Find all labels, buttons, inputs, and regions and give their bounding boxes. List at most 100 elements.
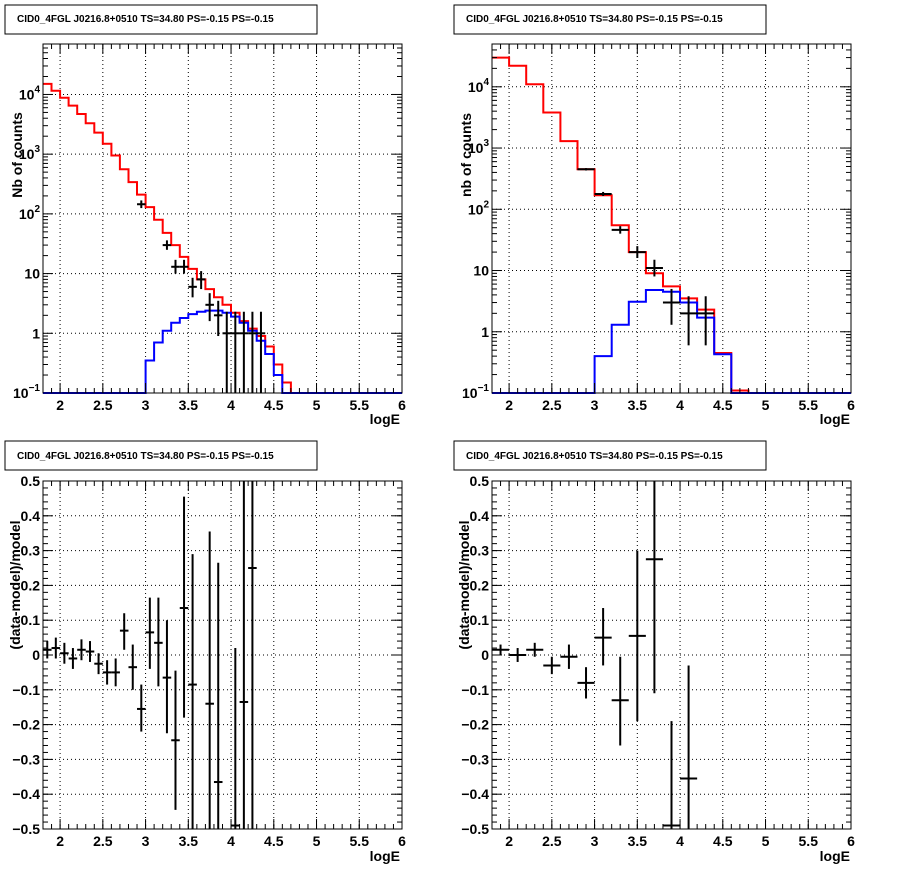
- x-tick-label: 3.5: [179, 397, 199, 413]
- y-tick-label: 10−1: [462, 383, 489, 401]
- y-tick-label: 1: [32, 325, 40, 341]
- y-tick-label: 102: [468, 199, 490, 217]
- x-axis-label: logE: [820, 848, 850, 864]
- data-point: [77, 639, 86, 661]
- data-point: [248, 311, 257, 393]
- data-point: [248, 481, 257, 829]
- data-point: [543, 656, 561, 675]
- panel-residual-right: CID0_4FGL J0216.8+0510 TS=34.80 PS=-0.15…: [453, 440, 855, 864]
- y-tick-label: 0.4: [21, 508, 41, 524]
- y-tick-label: 10: [24, 266, 40, 282]
- data-point: [205, 293, 214, 322]
- y-tick-label: 0.4: [470, 508, 490, 524]
- data-point: [662, 721, 681, 829]
- x-tick-label: 3: [142, 397, 150, 413]
- data-point: [68, 648, 78, 669]
- plot-frame: [42, 43, 403, 394]
- data-point: [171, 670, 180, 810]
- y-tick-label: −0.5: [461, 821, 489, 837]
- x-tick-label: 3: [591, 833, 599, 849]
- data-point: [256, 311, 266, 393]
- y-tick-label: 10−1: [13, 383, 40, 401]
- chart-title: CID0_4FGL J0216.8+0510 TS=34.80 PS=-0.15…: [17, 451, 274, 462]
- data-point: [128, 644, 138, 690]
- data-point: [697, 296, 715, 346]
- data-point: [43, 641, 52, 659]
- y-tick-label: 0.3: [21, 543, 41, 559]
- data-point: [51, 637, 61, 659]
- y-axis-label: (data-model)/model: [7, 520, 23, 649]
- data-point: [188, 277, 197, 298]
- title-box: [4, 440, 318, 471]
- plot-frame: [42, 480, 403, 830]
- data-point: [154, 597, 163, 687]
- data-point: [222, 311, 232, 393]
- data-point: [577, 168, 595, 171]
- data-point: [231, 311, 240, 393]
- data-point: [205, 531, 214, 829]
- y-tick-label: 1: [481, 324, 489, 340]
- data-point: [680, 665, 698, 829]
- panel-counts-left: CID0_4FGL J0216.8+0510 TS=34.80 PS=-0.15…: [4, 4, 406, 427]
- x-axis-label: logE: [820, 411, 850, 427]
- plot-frame: [491, 43, 852, 394]
- title-box: [453, 4, 767, 35]
- x-tick-label: 4.5: [713, 397, 733, 413]
- x-tick-label: 4: [227, 833, 235, 849]
- x-tick-label: 4: [676, 833, 684, 849]
- y-tick-label: −0.4: [12, 786, 40, 802]
- x-tick-label: 5.5: [350, 397, 370, 413]
- x-tick-label: 4.5: [713, 833, 733, 849]
- data-point: [492, 644, 510, 655]
- y-tick-label: 0.5: [470, 473, 490, 489]
- data-point: [594, 608, 612, 666]
- chart-title: CID0_4FGL J0216.8+0510 TS=34.80 PS=-0.15…: [466, 451, 723, 462]
- x-tick-label: 5.5: [799, 833, 819, 849]
- data-point: [509, 648, 527, 662]
- data-point: [213, 300, 223, 337]
- x-tick-label: 4.5: [264, 397, 284, 413]
- x-axis-label: logE: [370, 411, 400, 427]
- data-point: [213, 562, 223, 829]
- data-point: [611, 656, 629, 746]
- x-tick-label: 2.5: [93, 397, 113, 413]
- x-tick-label: 3.5: [628, 833, 648, 849]
- y-tick-label: 0.1: [470, 612, 490, 628]
- y-tick-label: −0.1: [12, 682, 40, 698]
- x-tick-label: 4: [676, 397, 684, 413]
- data-point: [119, 613, 129, 650]
- x-tick-label: 2.5: [93, 833, 113, 849]
- title-box: [4, 4, 318, 35]
- y-tick-label: 10: [473, 263, 489, 279]
- y-tick-label: 0.5: [21, 473, 41, 489]
- y-tick-label: 102: [19, 204, 41, 222]
- data-point: [231, 648, 240, 829]
- y-tick-label: 104: [19, 84, 41, 102]
- x-tick-label: 2: [56, 833, 64, 849]
- data-point: [239, 311, 249, 393]
- y-tick-label: 0.1: [21, 612, 41, 628]
- data-point: [526, 642, 544, 657]
- data-point: [628, 550, 646, 722]
- data-point: [102, 660, 112, 685]
- chart-title: CID0_4FGL J0216.8+0510 TS=34.80 PS=-0.15…: [466, 14, 723, 25]
- model-source-histogram: [43, 309, 402, 394]
- y-tick-label: 0: [481, 647, 489, 663]
- data-point: [137, 200, 146, 209]
- x-tick-label: 5.5: [799, 397, 819, 413]
- x-axis-label: logE: [370, 848, 400, 864]
- x-tick-label: 2: [505, 397, 513, 413]
- y-tick-label: 104: [468, 77, 490, 95]
- x-tick-label: 5: [762, 833, 770, 849]
- data-point: [94, 653, 103, 675]
- data-point: [85, 641, 95, 662]
- y-tick-label: 0: [32, 647, 40, 663]
- data-point: [171, 259, 180, 274]
- x-tick-label: 5: [762, 397, 770, 413]
- panel-counts-right: CID0_4FGL J0216.8+0510 TS=34.80 PS=-0.15…: [453, 4, 855, 427]
- data-point: [162, 620, 172, 734]
- y-tick-label: −0.2: [12, 717, 40, 733]
- y-tick-label: −0.2: [461, 717, 489, 733]
- title-box: [453, 440, 767, 471]
